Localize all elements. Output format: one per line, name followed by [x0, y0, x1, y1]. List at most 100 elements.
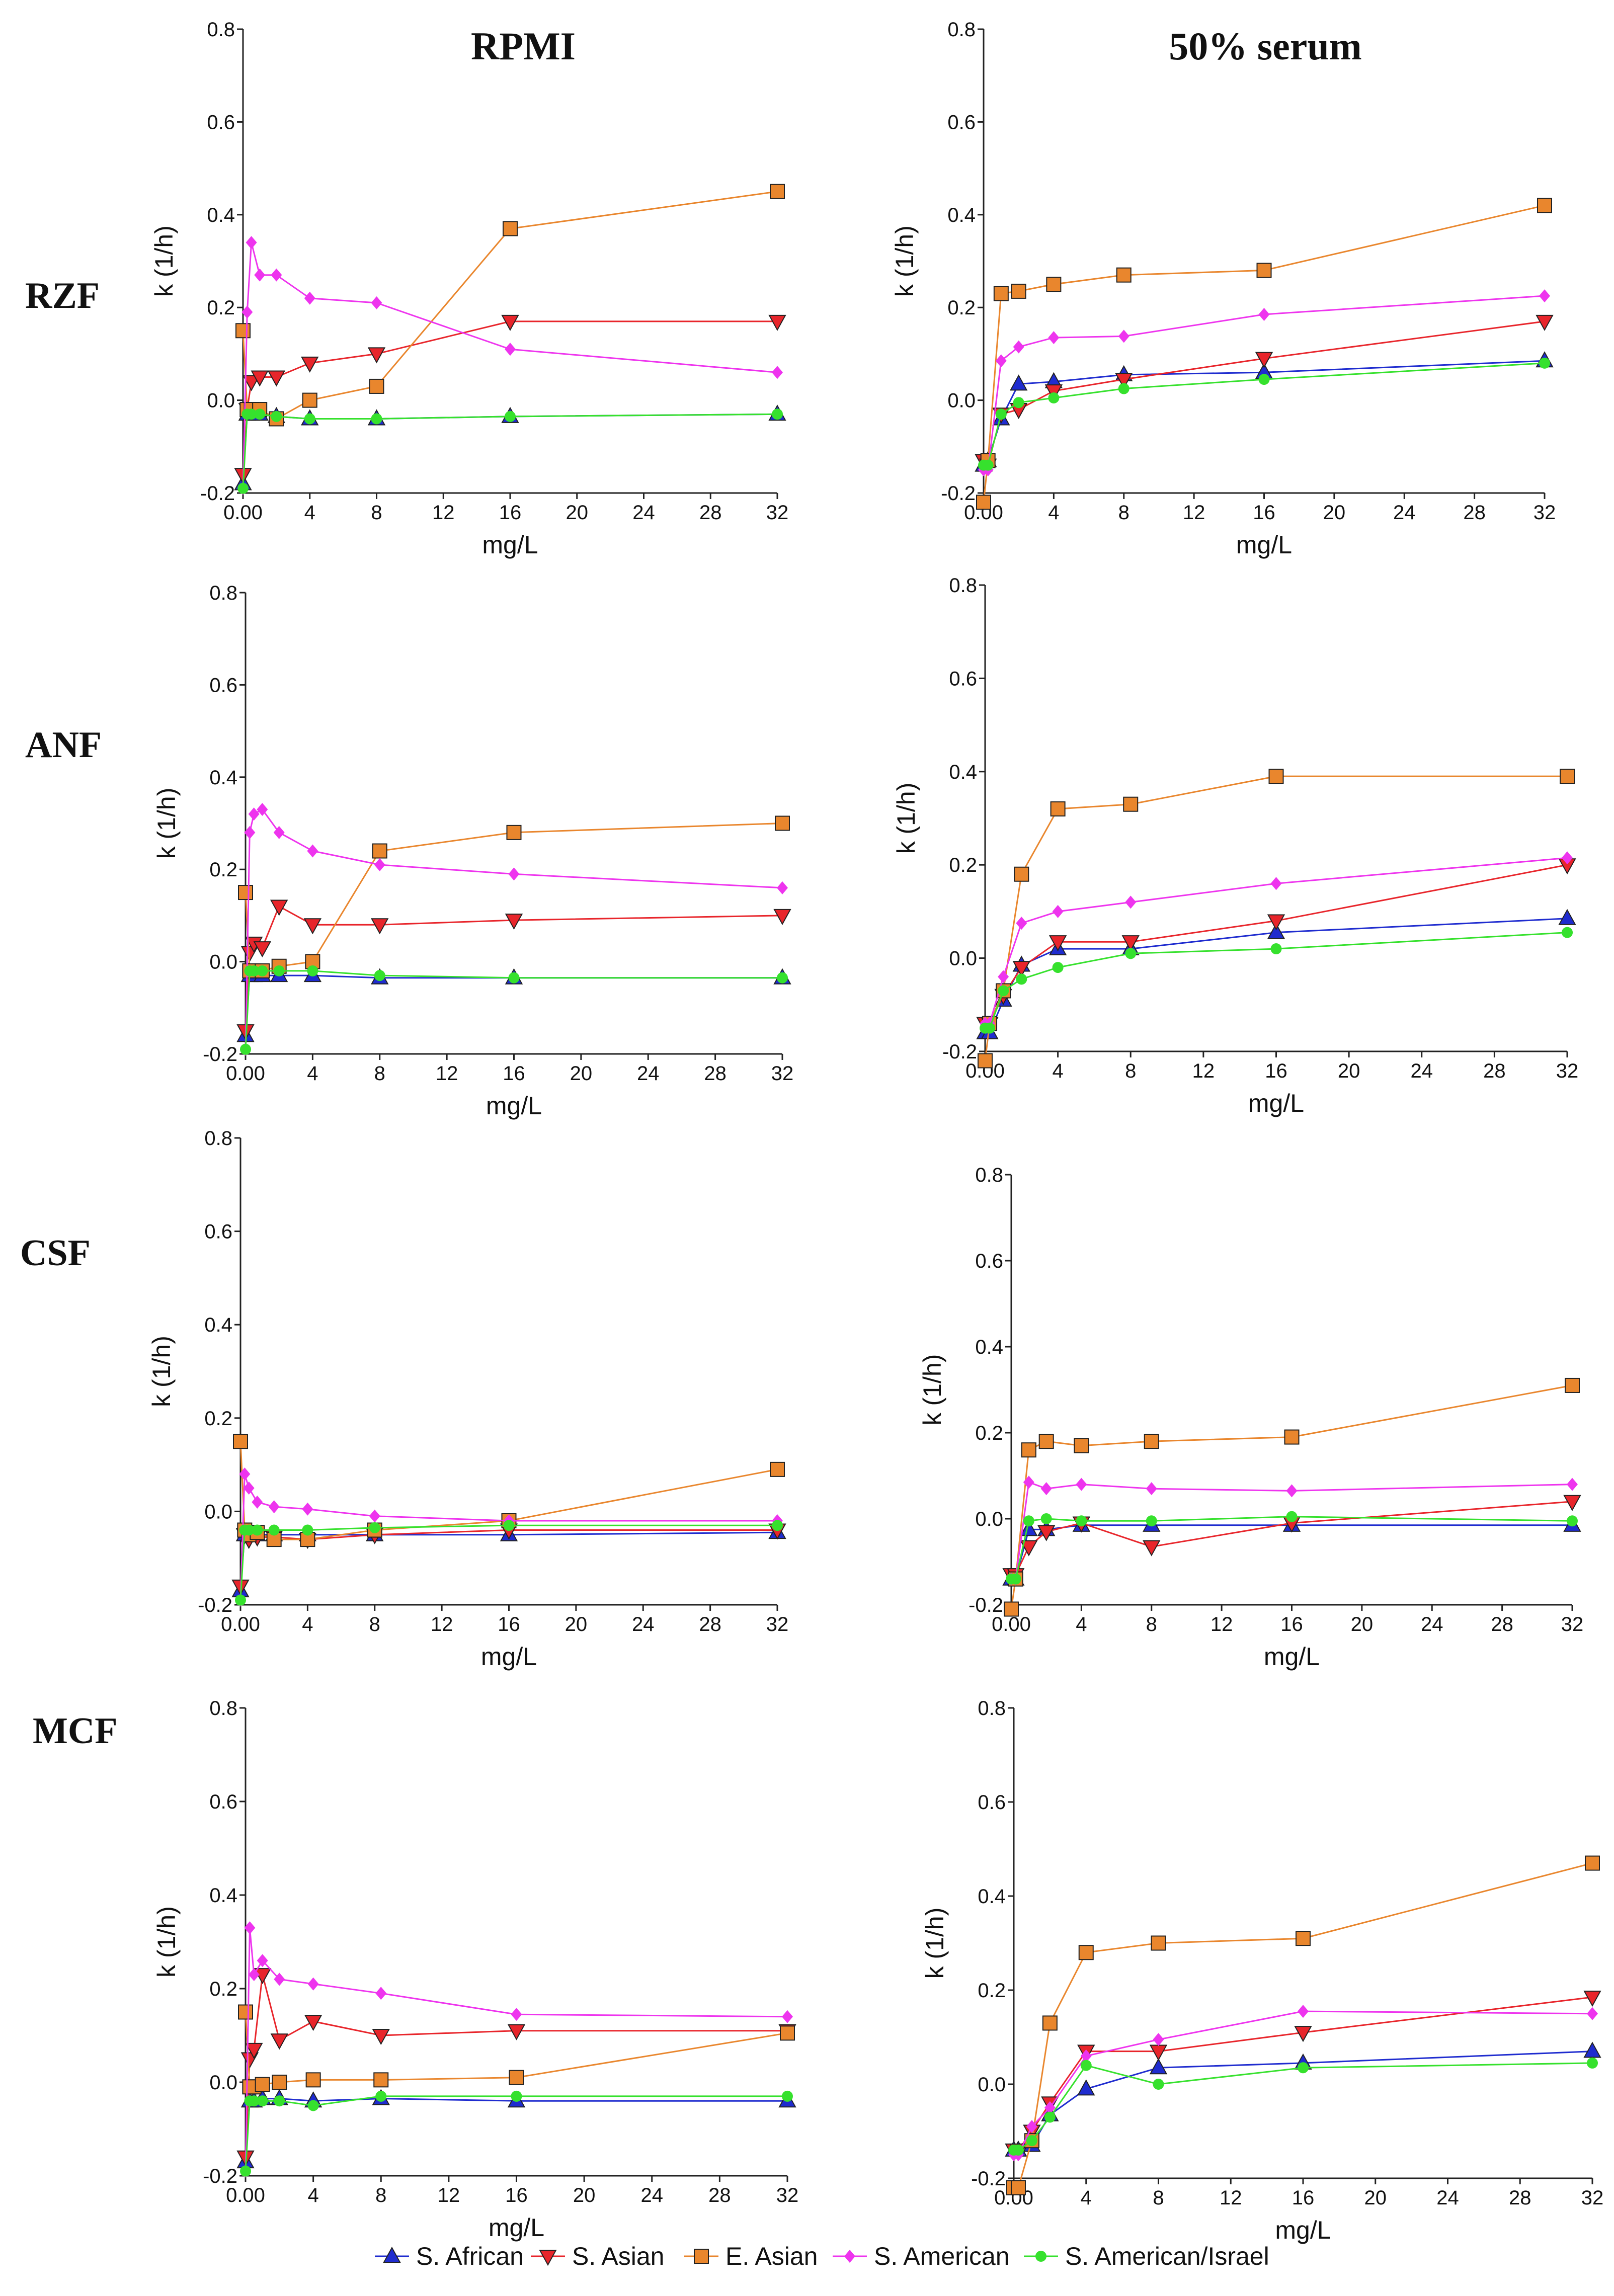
x-tick-label: 28 — [1491, 1613, 1513, 1635]
x-tick-label: 0.00 — [226, 2184, 265, 2206]
data-point — [508, 867, 520, 881]
y-tick-label: 0.8 — [204, 1127, 232, 1150]
y-tick-label: 0.6 — [207, 111, 235, 133]
series-s-american — [237, 236, 783, 495]
data-point — [1539, 357, 1550, 369]
x-tick-label: 8 — [1153, 2187, 1164, 2209]
y-tick-label: 0.0 — [209, 2072, 237, 2094]
y-tick-label: 0.0 — [209, 951, 237, 973]
data-point — [1077, 2079, 1095, 2096]
data-point — [1587, 2057, 1598, 2069]
data-point — [242, 375, 261, 391]
x-axis-label: mg/L — [489, 2213, 544, 2242]
data-point — [1267, 914, 1285, 931]
x-tick-label: 24 — [637, 1062, 660, 1085]
x-tick-label: 28 — [704, 1062, 727, 1085]
y-tick-label: 0.6 — [209, 1791, 237, 1813]
legend-label: S. Asian — [572, 2242, 664, 2270]
y-tick-label: 0.2 — [209, 859, 237, 881]
data-point — [1020, 1540, 1038, 1556]
y-tick-label: 0.0 — [949, 948, 977, 970]
series-s-american-israel — [240, 965, 788, 1055]
x-tick-label: 28 — [1483, 1060, 1506, 1082]
series-e-asian — [235, 184, 785, 427]
data-point — [1587, 2007, 1598, 2020]
x-tick-label: 24 — [641, 2184, 664, 2206]
x-tick-label: 24 — [1393, 502, 1416, 524]
data-point — [1536, 314, 1554, 331]
series-s-american-israel — [1008, 2057, 1598, 2156]
data-point — [307, 1977, 319, 1991]
data-point — [272, 2075, 287, 2090]
data-point — [768, 314, 786, 331]
data-point — [267, 370, 286, 387]
legend-marker — [1035, 2251, 1046, 2262]
data-point — [371, 413, 382, 425]
data-point — [1009, 374, 1028, 391]
data-point — [301, 356, 319, 373]
x-tick-label: 16 — [498, 1613, 520, 1635]
data-point — [307, 844, 318, 858]
y-tick-label: 0.0 — [947, 390, 976, 412]
data-point — [1012, 961, 1031, 977]
series-line — [245, 823, 783, 972]
data-point — [1013, 397, 1024, 408]
series-e-asian — [238, 815, 790, 978]
series-s-asian — [1002, 1495, 1581, 1585]
y-axis-label: k (1/h) — [918, 1354, 946, 1426]
data-point — [1560, 769, 1575, 784]
data-point — [1044, 384, 1063, 401]
data-point — [506, 825, 522, 840]
data-point — [374, 970, 385, 981]
x-tick-label: 20 — [1351, 1613, 1374, 1635]
x-tick-label: 16 — [1265, 1060, 1287, 1082]
data-point — [374, 858, 385, 872]
data-point — [240, 1043, 251, 1055]
series-line — [245, 1974, 787, 2157]
data-point — [1004, 1601, 1019, 1617]
data-point — [270, 2033, 289, 2050]
data-point — [248, 807, 260, 821]
data-point — [1143, 1540, 1161, 1556]
series-s-american-israel — [240, 2090, 793, 2177]
data-point — [1562, 927, 1573, 938]
x-tick-label: 8 — [371, 502, 382, 524]
x-tick-label: 32 — [1561, 1613, 1584, 1635]
series-s-american-israel — [980, 927, 1573, 1034]
series-line — [983, 204, 1545, 503]
y-tick-label: 0.4 — [975, 1336, 1003, 1358]
y-tick-label: 0.4 — [978, 1885, 1006, 1908]
data-point — [271, 411, 282, 422]
x-tick-label: 8 — [1118, 502, 1129, 524]
data-point — [257, 802, 268, 816]
y-tick-label: 0.4 — [204, 1314, 232, 1336]
legend-label: S. American/Israel — [1065, 2242, 1269, 2270]
data-point — [233, 1434, 248, 1449]
data-point — [511, 2090, 522, 2102]
y-tick-label: 0.6 — [975, 1250, 1003, 1272]
data-point — [1153, 2079, 1164, 2090]
data-point — [1298, 2005, 1309, 2018]
y-tick-label: -0.2 — [203, 1043, 237, 1065]
data-point — [369, 378, 384, 394]
series-s-american — [240, 802, 788, 1056]
series-s-asian — [975, 314, 1554, 475]
y-axis-label: k (1/h) — [892, 783, 920, 854]
x-tick-label: 12 — [438, 2184, 460, 2206]
data-point — [1046, 277, 1062, 292]
series-e-asian — [238, 2004, 795, 2095]
x-tick-label: 8 — [1125, 1060, 1136, 1082]
y-tick-label: 0.8 — [978, 1697, 1006, 1719]
y-tick-label: 0.8 — [209, 582, 237, 604]
x-tick-label: 28 — [708, 2184, 731, 2206]
x-tick-label: 28 — [1509, 2187, 1531, 2209]
data-point — [1153, 2033, 1164, 2046]
legend-item-s-asian: S. Asian — [531, 2242, 664, 2270]
x-tick-label: 16 — [1253, 502, 1275, 524]
data-point — [1040, 1513, 1052, 1524]
series-line — [245, 2098, 787, 2162]
series-s-asian — [236, 1968, 796, 2167]
data-point — [1144, 1434, 1159, 1449]
data-point — [1255, 352, 1273, 368]
x-tick-label: 4 — [1053, 1060, 1064, 1082]
